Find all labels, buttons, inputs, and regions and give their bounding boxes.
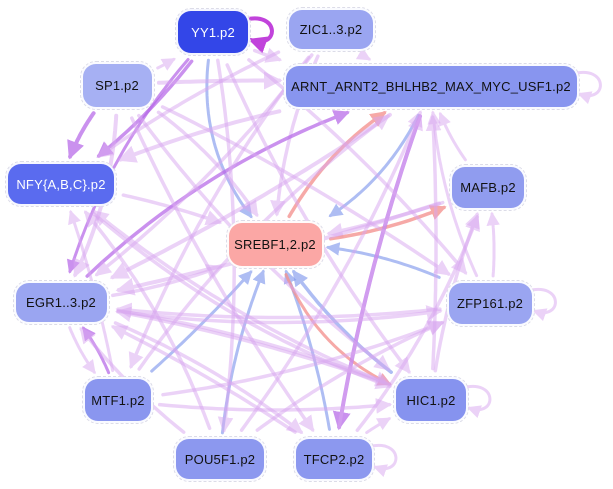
edge-egr-tfcp bbox=[113, 321, 304, 434]
edge-arnt-srebf bbox=[328, 113, 420, 218]
node-zic[interactable]: ZIC1..3.p2 bbox=[286, 6, 376, 52]
node-label: YY1.p2 bbox=[191, 24, 235, 40]
node-label: ZFP161.p2 bbox=[456, 295, 524, 311]
edge-egr-zfp bbox=[116, 305, 443, 325]
edge-arnt-egr bbox=[109, 112, 392, 280]
node-label: MAFB.p2 bbox=[460, 179, 516, 195]
node-srebf[interactable]: SREBF1,2.p2 bbox=[225, 219, 325, 269]
node-nfy[interactable]: NFY{A,B,C}.p2 bbox=[5, 161, 117, 207]
node-arnt[interactable]: ARNT_ARNT2_BHLHB2_MAX_MYC_USF1.p2 bbox=[282, 62, 580, 110]
edge-arnt-nfy bbox=[117, 109, 282, 163]
edge-sp1-yy1 bbox=[156, 57, 176, 71]
edge-egr-mtf1 bbox=[68, 326, 96, 375]
node-label: NFY{A,B,C}.p2 bbox=[16, 176, 106, 192]
node-yy1[interactable]: YY1.p2 bbox=[175, 8, 251, 56]
edge-yy1-arnt bbox=[252, 47, 283, 63]
node-mafb[interactable]: MAFB.p2 bbox=[449, 163, 527, 211]
node-label: ZIC1..3.p2 bbox=[299, 21, 363, 37]
node-label: TFCP2.p2 bbox=[303, 451, 365, 467]
edge-nfy-hic1 bbox=[91, 211, 393, 390]
edge-tfcp-tfcp bbox=[366, 443, 398, 478]
node-label: SP1.p2 bbox=[95, 77, 139, 93]
edge-zfp-egr bbox=[115, 302, 442, 320]
edge-mafb-arnt bbox=[438, 111, 467, 162]
edge-srebf-mafb bbox=[328, 205, 447, 241]
edge-pou-arnt bbox=[239, 110, 423, 432]
edge-arnt-arnt bbox=[571, 70, 602, 105]
edge-zic-nfy bbox=[96, 50, 281, 159]
edge-tfcp-egr bbox=[110, 325, 297, 434]
edge-sp1-srebf bbox=[156, 110, 259, 218]
edge-mtf1-hic1 bbox=[157, 398, 393, 414]
node-egr[interactable]: EGR1..3.p2 bbox=[12, 279, 110, 325]
node-pou[interactable]: POU5F1.p2 bbox=[173, 436, 267, 482]
node-label: EGR1..3.p2 bbox=[26, 294, 96, 310]
node-zfp[interactable]: ZFP161.p2 bbox=[445, 279, 535, 327]
node-label: POU5F1.p2 bbox=[184, 451, 256, 467]
edge-srebf-hic1 bbox=[284, 273, 392, 386]
node-sp1[interactable]: SP1.p2 bbox=[79, 60, 155, 110]
edge-tfcp-arnt bbox=[337, 113, 423, 429]
edge-hic1-arnt bbox=[425, 114, 442, 371]
node-label: SREBF1,2.p2 bbox=[234, 236, 316, 252]
node-label: HIC1.p2 bbox=[406, 392, 456, 408]
edge-zfp-srebf bbox=[325, 242, 441, 279]
edge-sp1-zfp bbox=[160, 105, 451, 276]
edge-hic1-hic1 bbox=[460, 384, 492, 419]
node-tfcp[interactable]: TFCP2.p2 bbox=[293, 436, 375, 482]
node-label: ARNT_ARNT2_BHLHB2_MAX_MYC_USF1.p2 bbox=[291, 78, 571, 94]
edge-sp1-nfy bbox=[67, 111, 96, 160]
edge-yy1-yy1 bbox=[242, 16, 274, 54]
node-mtf1[interactable]: MTF1.p2 bbox=[82, 376, 154, 424]
edge-zic-arnt bbox=[355, 47, 372, 61]
edge-mtf1-zfp bbox=[161, 320, 445, 397]
node-label: MTF1.p2 bbox=[91, 392, 145, 408]
edge-zfp-mafb bbox=[486, 211, 500, 278]
edge-tfcp-hic1 bbox=[365, 417, 392, 435]
edge-zfp-zfp bbox=[526, 287, 557, 322]
node-hic1[interactable]: HIC1.p2 bbox=[393, 376, 469, 424]
